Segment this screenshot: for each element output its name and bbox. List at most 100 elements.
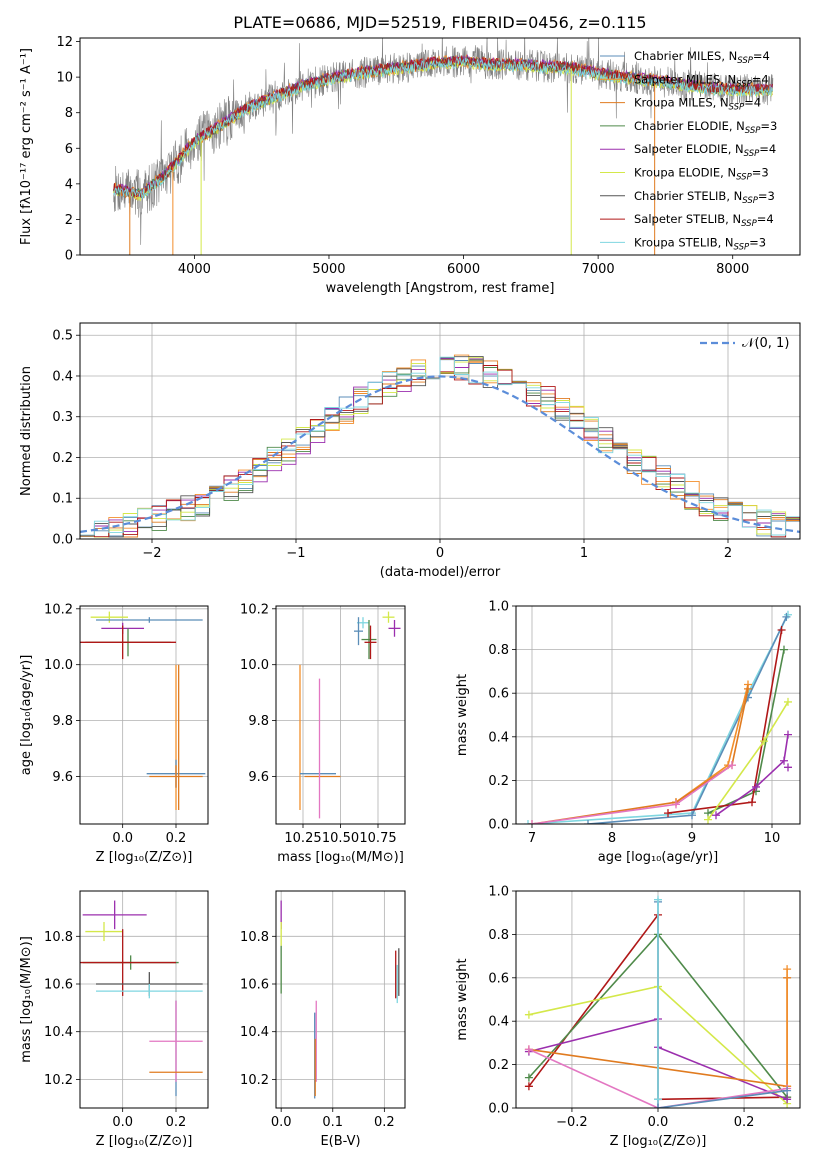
legend-entry-subscript: SSP — [741, 219, 757, 229]
errorbar-point — [96, 984, 203, 999]
y-tick-label: 0.4 — [488, 1015, 509, 1030]
panel-weight-Z: −0.2 0.0 0.2 0.0 0.2 0.4 0.6 0.8 1.0 Z [log₁₀(Z/Z… — [455, 885, 801, 1149]
weight-series — [783, 965, 792, 1091]
x-tick-label: 10.25 — [284, 831, 321, 846]
grid — [276, 891, 405, 1108]
errorbar-point — [82, 900, 147, 930]
y-tick-label: 10.6 — [44, 978, 73, 993]
weight-marker — [524, 1073, 533, 1082]
y-tick-label: 10.2 — [44, 1073, 73, 1088]
y-tick-label: 12 — [56, 35, 73, 50]
weight-series — [524, 610, 792, 824]
weight-marker — [672, 800, 680, 809]
legend: 𝒩(0, 1) — [700, 336, 789, 351]
x-axis-label: E(B-V) — [320, 1134, 360, 1149]
weight-marker — [688, 811, 696, 820]
model-spectrum-line — [113, 53, 773, 197]
legend-entry-subscript: SSP — [737, 56, 753, 66]
y-tick-label: 0.6 — [488, 687, 509, 702]
weight-series — [704, 697, 792, 824]
x-tick-label: 0 — [436, 546, 444, 561]
y-tick-label: 0.2 — [52, 451, 73, 466]
weight-series — [528, 761, 736, 824]
x-axis-label: Z [log₁₀(Z/Z⊙)] — [610, 1134, 707, 1149]
weight-marker — [782, 612, 791, 621]
weight-marker — [784, 697, 792, 706]
legend-entry-suffix: =4 — [753, 49, 770, 63]
grid — [80, 606, 208, 824]
grid — [276, 606, 405, 824]
y-tick-label: 0.3 — [52, 410, 73, 425]
legend-entry-suffix: =4 — [759, 142, 776, 156]
errorbar-point — [80, 929, 176, 996]
x-tick-label: −0.2 — [556, 1115, 588, 1130]
y-tick-label: 10.4 — [44, 1025, 73, 1040]
x-tick-label: −2 — [142, 546, 161, 561]
weight-series — [784, 763, 792, 772]
y-tick-label: 0.6 — [488, 971, 509, 986]
legend-entry-name: Kroupa MILES, N — [634, 96, 729, 110]
y-axis-label: Flux [fλ10⁻¹⁷ erg cm⁻² s⁻¹ A⁻¹] — [19, 48, 34, 245]
weight-marker — [780, 756, 788, 765]
weight-marker — [783, 1095, 792, 1104]
x-tick-label: 4000 — [178, 262, 211, 277]
legend-entry-name: Kroupa STELIB, N — [634, 235, 734, 249]
legend-entry: Kroupa ELODIE, NSSP=3 — [634, 166, 769, 183]
weight-marker — [760, 737, 768, 746]
x-tick-label: 0.0 — [271, 1115, 292, 1130]
y-axis-label: mass weight — [455, 958, 470, 1040]
errorbar-point — [354, 617, 363, 646]
legend-entry-name: Chabrier MILES, N — [634, 49, 737, 63]
errorbar-point — [364, 625, 377, 660]
y-tick-label: 1.0 — [488, 885, 509, 900]
weight-marker — [664, 809, 672, 818]
y-tick-label: 8 — [65, 106, 73, 121]
weight-line — [715, 734, 789, 816]
y-tick-label: 10.2 — [240, 602, 269, 617]
y-tick-label: 0.2 — [488, 1058, 509, 1073]
x-tick-label: 10.50 — [322, 831, 359, 846]
errorbar-point — [149, 765, 203, 788]
x-tick-label: 7 — [528, 831, 536, 846]
axes-frame — [79, 605, 209, 825]
weight-marker — [712, 811, 720, 820]
y-tick-label: 1.0 — [488, 600, 509, 615]
weight-series — [584, 612, 791, 824]
weight-series — [654, 895, 662, 1104]
model-spectrum-line — [113, 56, 773, 200]
y-tick-label: 9.6 — [248, 770, 269, 785]
x-tick-label: 9 — [688, 831, 696, 846]
panel-mass-ebv: 0.0 0.1 0.2 10.2 10.4 10.6 10.8 E(B-V) — [240, 890, 406, 1149]
panel-mass-Z: 0.0 0.2 10.2 10.4 10.6 10.8 Z [log₁₀(Z/Z⊙)] mas… — [19, 890, 209, 1149]
y-tick-label: 9.6 — [52, 770, 73, 785]
plot-area — [524, 610, 792, 824]
x-tick-label: 0.1 — [322, 1115, 343, 1130]
x-tick-label: 0.0 — [648, 1115, 669, 1130]
legend-entry-name: Chabrier ELODIE, N — [634, 119, 745, 133]
y-tick-label: 10.8 — [240, 930, 269, 945]
x-tick-label: 0.2 — [166, 831, 187, 846]
weight-marker — [524, 1082, 533, 1091]
weight-line — [528, 1018, 659, 1053]
weight-marker — [783, 1086, 792, 1095]
weight-line — [587, 616, 788, 824]
weight-series — [654, 1043, 792, 1104]
y-tick-label: 10.8 — [44, 930, 73, 945]
errorbar-point — [388, 619, 401, 637]
axes-frame — [79, 890, 209, 1109]
x-axis-label: wavelength [Angstrom, rest frame] — [326, 281, 555, 296]
errorbar-point — [85, 922, 123, 942]
weight-marker — [780, 645, 788, 654]
x-tick-label: 2 — [724, 546, 732, 561]
weight-series — [712, 730, 792, 820]
weight-series — [672, 680, 752, 807]
axes-frame — [79, 37, 801, 256]
y-tick-label: 0.1 — [52, 492, 73, 507]
legend-entry-subscript: SSP — [745, 126, 761, 136]
legend-entry-suffix: =4 — [744, 96, 761, 110]
errorbar-point — [382, 611, 395, 623]
y-tick-label: 0.5 — [52, 329, 73, 344]
legend-entry-subscript: SSP — [734, 242, 750, 252]
plot-area — [113, 38, 774, 255]
